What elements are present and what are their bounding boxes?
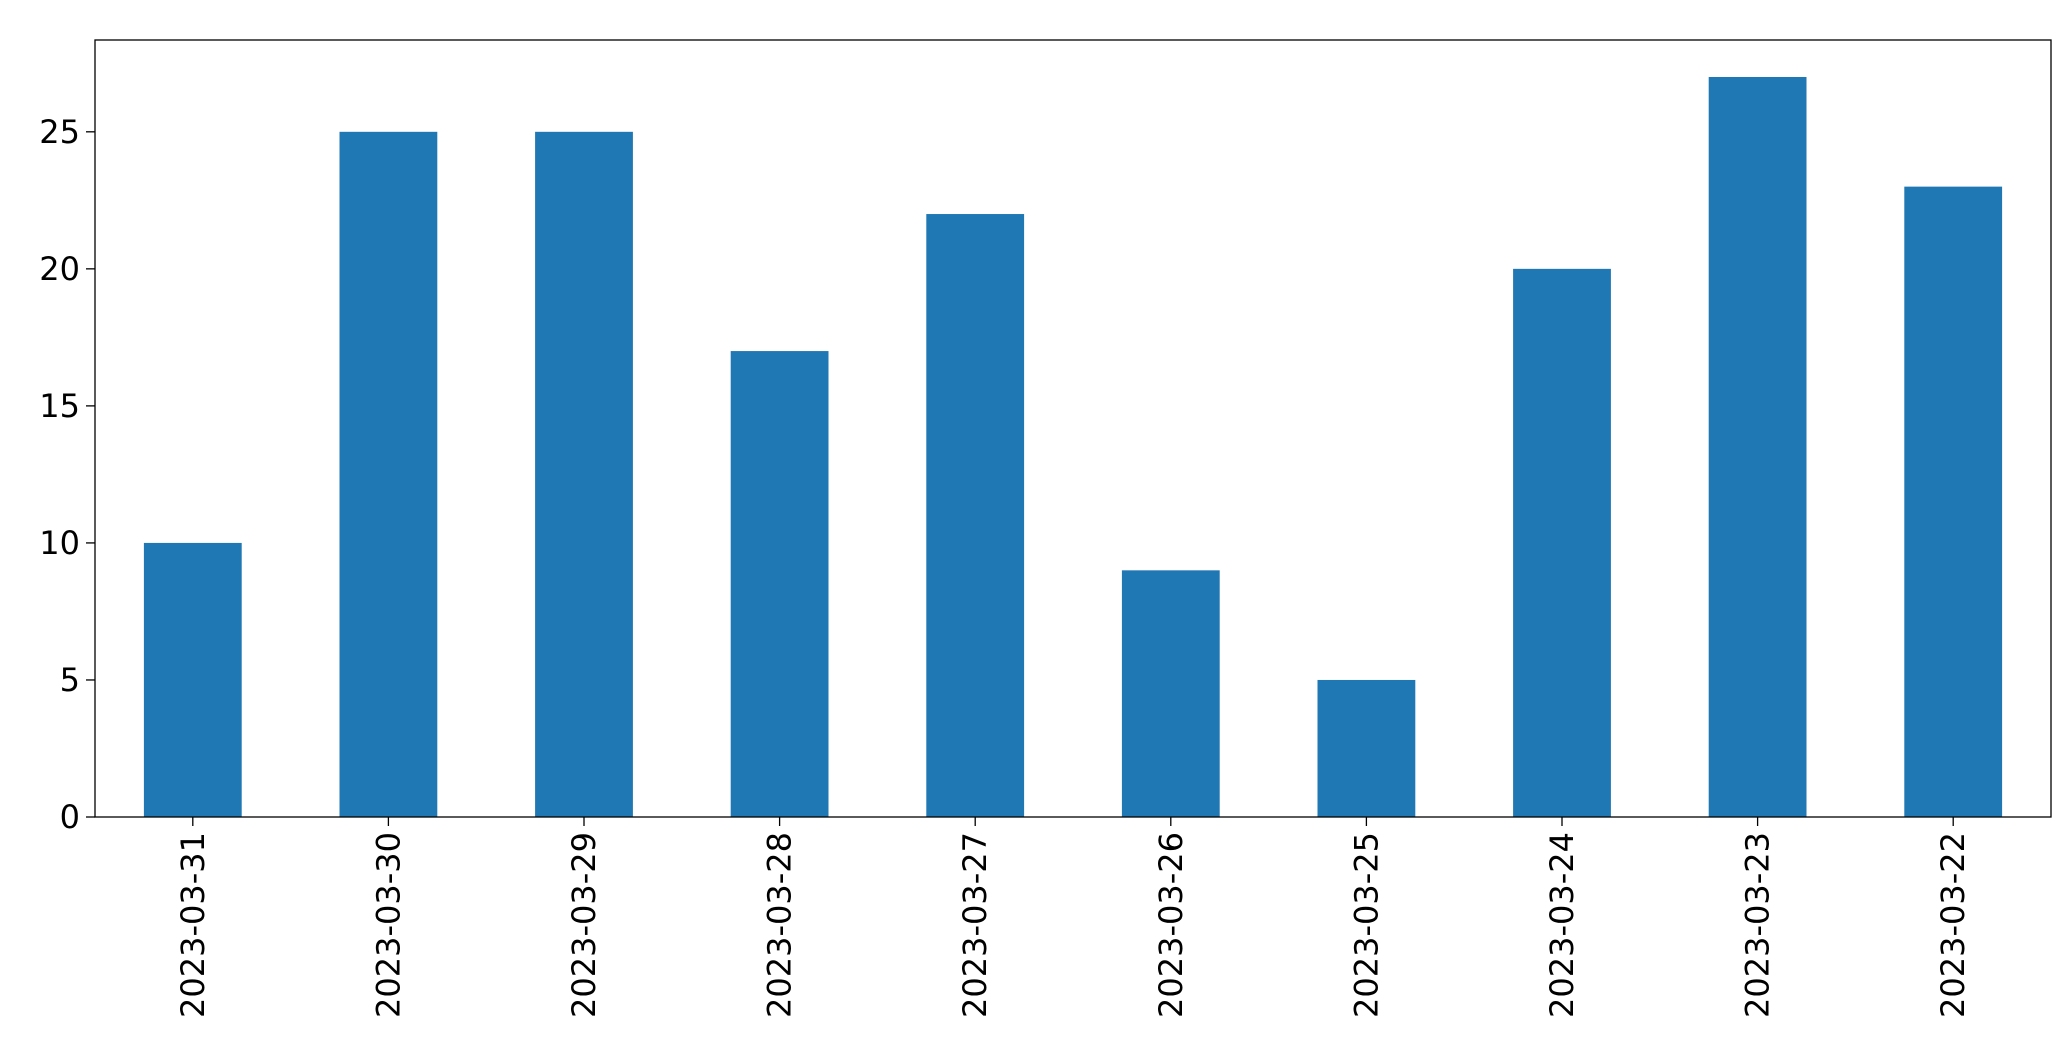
y-tick-label: 25 bbox=[39, 113, 80, 151]
bar bbox=[1708, 77, 1807, 817]
x-tick-label: 2023-03-24 bbox=[1543, 832, 1581, 1018]
x-tick-label: 2023-03-29 bbox=[565, 832, 603, 1018]
y-tick-label: 10 bbox=[39, 524, 80, 562]
y-tick-label: 5 bbox=[60, 661, 80, 699]
x-tick-label: 2023-03-30 bbox=[369, 832, 407, 1018]
bar bbox=[1513, 268, 1611, 818]
bar bbox=[1121, 570, 1220, 817]
bar bbox=[535, 131, 633, 817]
x-tick-label: 2023-03-26 bbox=[1152, 832, 1190, 1018]
x-tick-label: 2023-03-28 bbox=[761, 832, 799, 1018]
plot-frame bbox=[94, 39, 2052, 818]
x-tick-label: 2023-03-31 bbox=[174, 832, 212, 1018]
bar bbox=[339, 131, 438, 817]
x-tick-label: 2023-03-27 bbox=[956, 832, 994, 1018]
y-tick-label: 15 bbox=[39, 387, 80, 425]
x-tick-label: 2023-03-25 bbox=[1347, 832, 1385, 1018]
x-tick-label: 2023-03-23 bbox=[1739, 832, 1777, 1018]
bar bbox=[926, 214, 1025, 817]
bar bbox=[143, 542, 242, 817]
y-tick-label: 20 bbox=[39, 250, 80, 288]
bar bbox=[1904, 186, 2003, 817]
x-tick-label: 2023-03-22 bbox=[1934, 832, 1972, 1018]
y-tick-label: 0 bbox=[60, 798, 80, 836]
bar bbox=[1317, 679, 1416, 817]
bar bbox=[730, 351, 829, 817]
